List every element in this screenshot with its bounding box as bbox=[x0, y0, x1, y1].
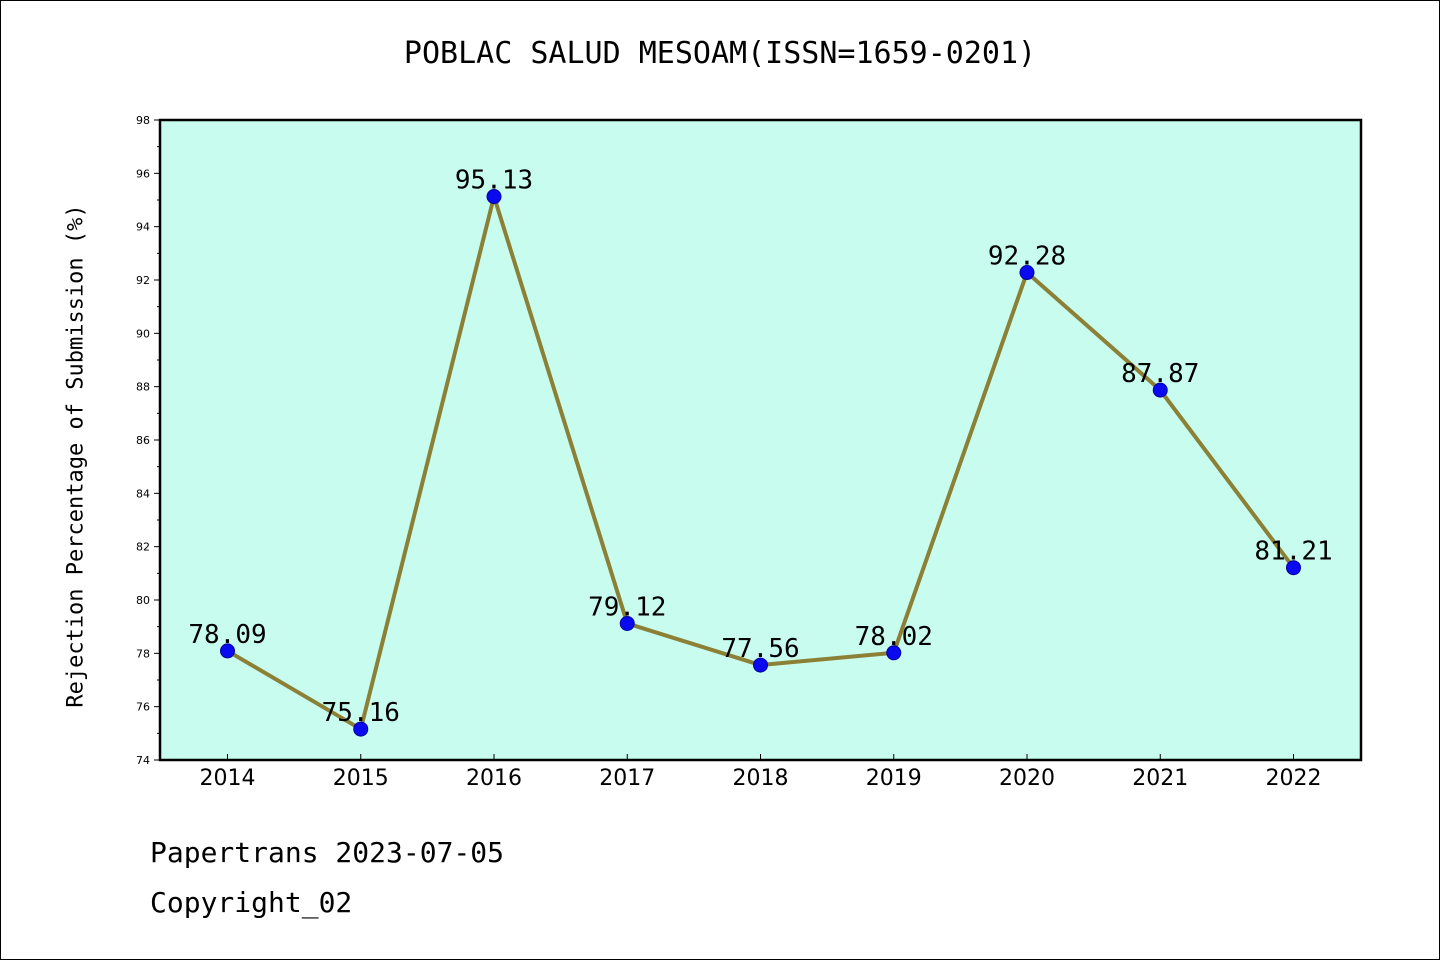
x-tick-label: 2018 bbox=[733, 766, 789, 791]
x-tick-label: 2022 bbox=[1266, 766, 1322, 791]
y-tick-label: 74 bbox=[136, 754, 150, 767]
data-point bbox=[886, 645, 902, 661]
data-label: 81.21 bbox=[1254, 537, 1332, 567]
y-tick-label: 76 bbox=[136, 701, 150, 714]
y-tick-label: 96 bbox=[136, 167, 150, 180]
y-tick-label: 92 bbox=[136, 274, 150, 287]
x-tick-label: 2021 bbox=[1132, 766, 1188, 791]
data-point bbox=[753, 657, 768, 673]
x-tick-label: 2016 bbox=[466, 766, 522, 791]
data-label: 79.12 bbox=[588, 592, 666, 622]
data-point bbox=[619, 615, 635, 631]
data-label: 87.87 bbox=[1121, 359, 1199, 389]
y-tick-label: 90 bbox=[136, 327, 150, 340]
x-tick-label: 2020 bbox=[999, 766, 1055, 791]
y-tick-label: 82 bbox=[136, 541, 150, 554]
data-point bbox=[353, 721, 369, 737]
plot-border bbox=[158, 118, 1363, 762]
x-tick-label: 2017 bbox=[599, 766, 655, 791]
y-tick-label: 86 bbox=[136, 434, 150, 447]
y-tick-label: 84 bbox=[136, 487, 150, 500]
data-label: 78.02 bbox=[855, 622, 933, 652]
x-tick-label: 2015 bbox=[333, 766, 389, 791]
x-tick-label: 2019 bbox=[866, 766, 922, 791]
chart-title: POBLAC SALUD MESOAM(ISSN=1659-0201) bbox=[403, 36, 1037, 71]
y-tick-label: 88 bbox=[136, 381, 150, 394]
footer-copyright: Copyright_02 bbox=[150, 886, 353, 919]
data-point bbox=[1019, 265, 1035, 281]
data-label: 92.28 bbox=[988, 242, 1066, 272]
y-tick-label: 94 bbox=[136, 221, 150, 234]
y-tick-label: 98 bbox=[136, 114, 150, 127]
data-label: 95.13 bbox=[455, 166, 533, 196]
data-point bbox=[486, 189, 502, 205]
plot-area bbox=[160, 120, 1361, 760]
data-label: 75.16 bbox=[322, 698, 400, 728]
x-tick-label: 2014 bbox=[200, 766, 256, 791]
data-label: 77.56 bbox=[721, 634, 799, 664]
data-label: 78.09 bbox=[188, 620, 266, 650]
y-tick-label: 78 bbox=[136, 647, 150, 660]
data-point bbox=[1286, 560, 1301, 576]
footer-date: Papertrans 2023-07-05 bbox=[150, 836, 505, 869]
data-point bbox=[1152, 382, 1168, 398]
data-point bbox=[220, 643, 235, 659]
y-tick-label: 80 bbox=[136, 594, 150, 607]
